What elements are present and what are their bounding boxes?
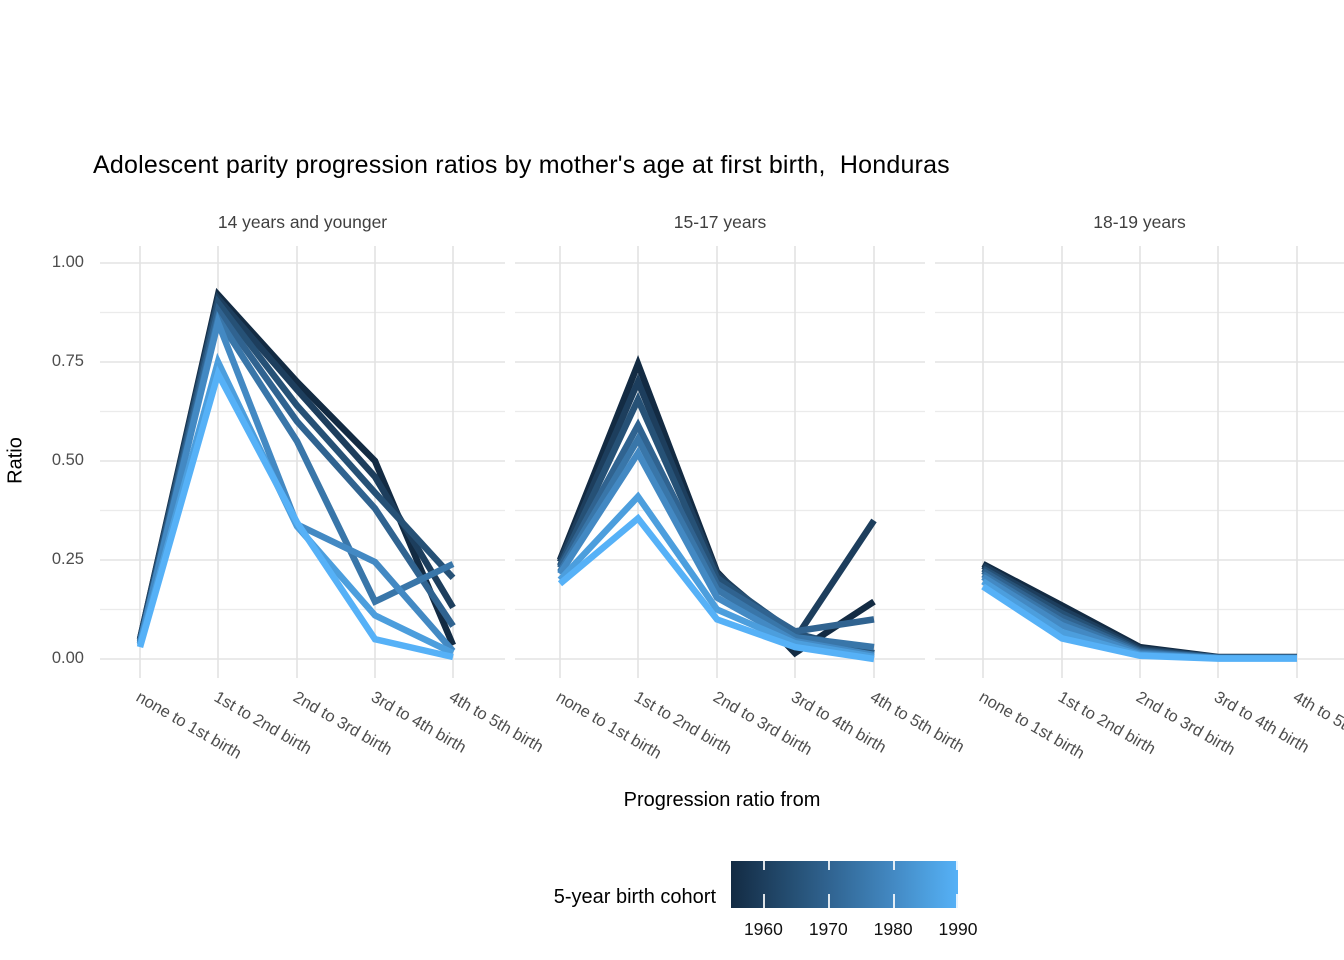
legend-tick-mark bbox=[893, 861, 896, 870]
legend-tick-mark bbox=[763, 861, 766, 870]
chart-title: Adolescent parity progression ratios by … bbox=[93, 151, 950, 179]
legend-tick-mark bbox=[828, 861, 831, 870]
series-line-cohort-1990 bbox=[136, 365, 454, 661]
legend-title: 5-year birth cohort bbox=[553, 886, 716, 908]
y-tick-label: 0.25 bbox=[51, 550, 84, 568]
legend-tick-mark bbox=[893, 894, 896, 908]
facet-strip-18-19: 18-19 years bbox=[1093, 212, 1186, 232]
legend-tick-mark bbox=[956, 861, 958, 870]
y-tick-label: 0.00 bbox=[51, 649, 84, 667]
legend-tick-mark bbox=[828, 894, 831, 908]
legend-tick-mark bbox=[956, 894, 958, 908]
legend-tick-label: 1980 bbox=[873, 919, 913, 939]
facet-strip-14-and-younger: 14 years and younger bbox=[217, 212, 388, 232]
legend-colorbar bbox=[731, 861, 958, 908]
y-tick-label: 0.50 bbox=[51, 451, 84, 469]
facet-strip-15-17: 15-17 years bbox=[673, 212, 767, 232]
legend-tick-mark bbox=[763, 894, 766, 908]
series-line-cohort-1990 bbox=[981, 583, 1297, 662]
y-tick-label: 1.00 bbox=[51, 253, 84, 271]
legend-tick-label: 1960 bbox=[743, 919, 783, 939]
y-tick-label: 0.75 bbox=[51, 352, 84, 370]
series-line-cohort-1975 bbox=[557, 432, 875, 651]
legend-tick-label: 1970 bbox=[808, 919, 848, 939]
legend-tick-label: 1990 bbox=[938, 919, 978, 939]
x-axis-title: Progression ratio from bbox=[623, 789, 821, 811]
series-line-cohort-1990 bbox=[557, 513, 875, 663]
